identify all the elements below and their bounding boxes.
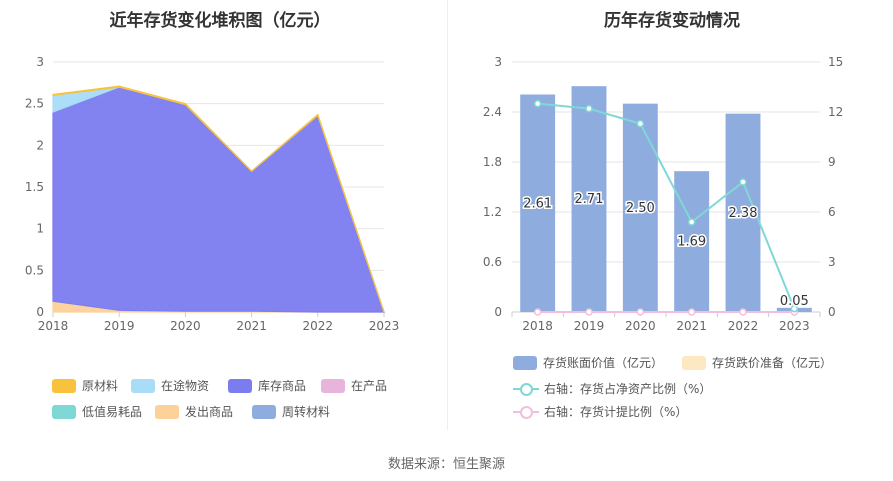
y-tick-label: 0 (36, 305, 44, 319)
bar-data-label: 2.38 (729, 206, 758, 221)
right-y-tick-label: 3 (828, 255, 836, 269)
legend-swatch (131, 378, 155, 393)
bar-data-label: 1.69 (677, 235, 706, 250)
right-y-tick-label: 12 (828, 105, 843, 119)
line-point (533, 99, 542, 108)
left-y-tick-label: 2.4 (483, 105, 502, 119)
chart-divider (447, 0, 448, 430)
y-tick-label: 1 (36, 222, 44, 236)
y-tick-label: 2 (36, 138, 44, 152)
legend-item[interactable]: 在产品 (321, 377, 387, 394)
y-tick-label: 2.5 (25, 97, 44, 111)
x-tick-label: 2018 (38, 319, 69, 333)
x-tick-label: 2021 (236, 319, 267, 333)
legend-swatch (513, 382, 539, 396)
bar (674, 171, 710, 312)
bar-data-label: 2.61 (523, 196, 552, 211)
line-point (585, 104, 593, 113)
x-tick-label: 2021 (676, 319, 707, 333)
bar (571, 86, 607, 313)
x-tick-label: 2019 (574, 319, 605, 333)
left-chart-title: 近年存货变化堆积图（亿元） (109, 11, 331, 31)
x-tick-label: 2022 (728, 319, 759, 333)
line-point (687, 308, 696, 316)
line-point (739, 178, 747, 186)
legend-item[interactable]: 低值易耗品 (52, 403, 142, 420)
legend-label: 存货跌价准备（亿元） (712, 356, 833, 370)
legend-item[interactable]: 发出商品 (155, 403, 233, 420)
legend-item[interactable]: 在途物资 (131, 377, 209, 394)
legend-item[interactable]: 周转材料 (252, 403, 330, 420)
x-tick-label: 2020 (625, 319, 656, 333)
legend-swatch (321, 378, 345, 393)
legend-label: 低值易耗品 (82, 405, 143, 419)
line-point (636, 119, 645, 128)
legend-swatch (513, 405, 539, 419)
data-source-note: 数据来源：恒生聚源 (387, 457, 505, 472)
legend-label: 周转材料 (282, 405, 331, 419)
line-point (636, 308, 645, 316)
bar (520, 94, 556, 312)
x-tick-label: 2023 (779, 319, 810, 333)
x-tick-label: 2018 (522, 319, 553, 333)
legend-swatch (52, 404, 76, 419)
bar (622, 103, 658, 313)
legend-item[interactable]: 原材料 (52, 377, 118, 394)
bar (776, 307, 812, 312)
x-tick-label: 2019 (104, 319, 135, 333)
legend-label: 存货账面价值（亿元） (543, 356, 664, 370)
line-point (739, 308, 747, 316)
left-y-tick-label: 1.2 (483, 205, 502, 219)
y-tick-label: 1.5 (25, 180, 44, 194)
legend-label: 库存商品 (258, 379, 307, 393)
right-y-tick-label: 6 (828, 205, 836, 219)
legend-swatch (252, 404, 276, 419)
bar-data-label: 2.71 (575, 192, 604, 207)
y-tick-label: 3 (36, 55, 44, 69)
area-series-1 (52, 86, 385, 313)
line-point (687, 218, 696, 226)
legend-swatch (155, 404, 179, 419)
bar-data-label: 0.05 (780, 294, 809, 309)
legend-label: 原材料 (82, 379, 119, 393)
bar-data-label: 2.50 (626, 201, 655, 216)
legend-item[interactable]: 右轴：存货占净资产比例（%） (513, 380, 711, 397)
bar (725, 113, 761, 313)
y-tick-label: 0.5 (25, 263, 44, 277)
line-point (585, 308, 593, 316)
x-tick-label: 2023 (369, 319, 400, 333)
area-series-5 (52, 300, 384, 313)
legend-label: 右轴：存货占净资产比例（%） (544, 382, 712, 396)
right-chart-title: 历年存货变动情况 (604, 11, 740, 31)
legend-swatch (52, 378, 76, 393)
legend-label: 发出商品 (185, 405, 234, 419)
left-y-tick-label: 0.6 (483, 255, 502, 269)
line-point (790, 304, 799, 313)
legend-item[interactable]: 存货跌价准备（亿元） (682, 354, 832, 371)
legend-item[interactable]: 存货账面价值（亿元） (513, 354, 663, 371)
right-y-tick-label: 15 (828, 55, 843, 69)
right-y-tick-label: 9 (828, 155, 836, 169)
legend-item[interactable]: 库存商品 (228, 377, 306, 394)
legend-label: 在产品 (351, 379, 388, 393)
legend-item[interactable]: 右轴：存货计提比例（%） (513, 403, 687, 420)
left-y-tick-label: 1.8 (483, 155, 502, 169)
legend-label: 在途物资 (161, 379, 210, 393)
legend-swatch (513, 355, 537, 370)
line-series (537, 102, 796, 310)
legend-label: 右轴：存货计提比例（%） (544, 405, 688, 419)
x-tick-label: 2022 (303, 319, 334, 333)
right-y-tick-label: 0 (828, 305, 836, 319)
area-series-0 (52, 85, 385, 313)
x-tick-label: 2020 (170, 319, 201, 333)
legend-swatch (682, 355, 706, 370)
line-point (790, 308, 799, 316)
left-y-tick-label: 3 (494, 55, 502, 69)
area-series-2 (52, 86, 385, 313)
line-point (533, 308, 542, 316)
left-y-tick-label: 0 (494, 305, 502, 319)
legend-swatch (228, 378, 252, 393)
